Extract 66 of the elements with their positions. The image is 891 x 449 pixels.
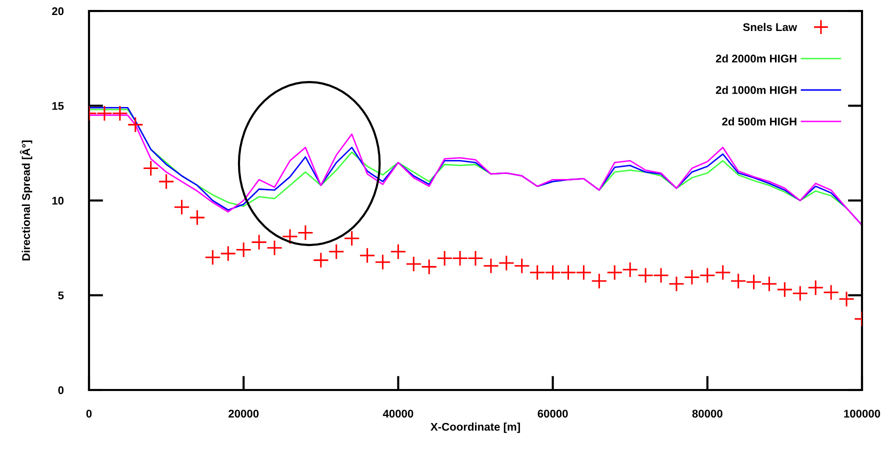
point — [158, 174, 174, 190]
point — [312, 252, 329, 268]
point — [142, 160, 159, 176]
point — [591, 272, 608, 290]
point — [328, 244, 344, 260]
y-tick-label: 0 — [58, 386, 64, 394]
point — [792, 285, 808, 302]
point — [746, 274, 762, 290]
point — [576, 264, 592, 281]
point — [560, 264, 576, 281]
point — [808, 280, 824, 296]
point — [127, 116, 144, 133]
x-axis-title: X-Coordinate [m] — [430, 422, 520, 433]
point — [421, 258, 438, 275]
point — [823, 284, 840, 300]
point — [699, 267, 716, 284]
x-tick-label: 100000 — [844, 410, 880, 418]
legend-label: Snels Law — [743, 22, 798, 32]
legend-label: 2d 2000m HIGH — [716, 54, 796, 63]
point — [174, 199, 190, 216]
y-tick-label: 5 — [58, 292, 64, 300]
point — [544, 264, 561, 281]
legend-label: 2d 1000m HIGH — [716, 86, 796, 94]
point — [776, 282, 793, 298]
point — [714, 264, 731, 281]
point — [529, 264, 546, 281]
point — [189, 210, 206, 226]
point — [251, 234, 268, 250]
point — [204, 249, 221, 266]
point — [390, 244, 406, 260]
point — [606, 264, 623, 281]
x-tick-label: 80000 — [692, 410, 722, 418]
y-tick-label: 20 — [52, 7, 64, 16]
y-axis-title: Directional Spread [Â°] — [20, 140, 32, 260]
point — [467, 250, 484, 266]
x-tick-label: 40000 — [382, 410, 414, 418]
y-tick-label: 15 — [52, 102, 64, 110]
point — [406, 256, 422, 272]
point — [359, 247, 376, 264]
point — [374, 254, 391, 270]
point — [96, 105, 113, 122]
point — [684, 269, 700, 286]
point — [236, 242, 252, 258]
point — [761, 276, 778, 292]
point — [112, 105, 128, 122]
point — [344, 230, 360, 246]
point — [282, 228, 298, 245]
point — [514, 258, 530, 274]
point — [297, 224, 314, 241]
point — [452, 250, 468, 266]
x-tick-label: 20000 — [228, 410, 259, 418]
y-tick-label: 10 — [52, 196, 64, 205]
legend-label: 2d 500m HIGH — [722, 117, 796, 126]
point — [220, 246, 236, 262]
point — [482, 258, 500, 274]
point — [266, 240, 283, 256]
point — [730, 272, 746, 290]
x-tick-label: 0 — [86, 410, 92, 418]
point — [668, 276, 685, 292]
point — [638, 267, 654, 284]
point — [498, 254, 514, 272]
x-tick-label: 60000 — [538, 410, 568, 418]
point — [838, 290, 855, 308]
point — [622, 262, 638, 278]
point — [436, 250, 453, 266]
point — [652, 267, 670, 284]
